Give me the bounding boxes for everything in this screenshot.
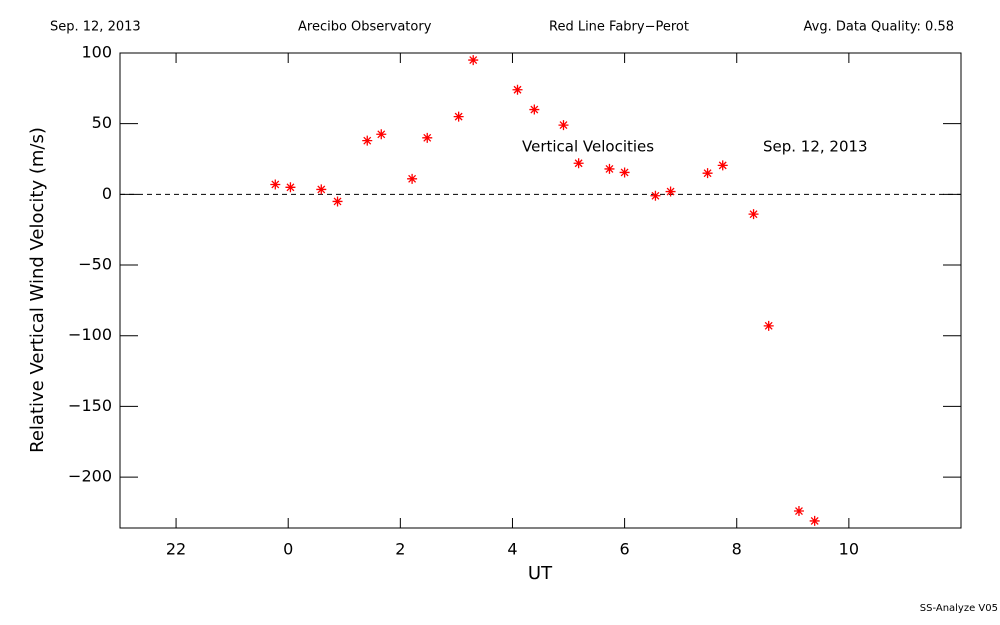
data-point (748, 209, 759, 220)
x-tick-label: 6 (620, 540, 630, 559)
data-point (558, 120, 569, 131)
y-tick-label: −100 (68, 325, 112, 344)
data-point (793, 506, 804, 517)
data-point (332, 196, 343, 207)
annotation: Vertical Velocities (522, 138, 654, 156)
y-axis-label: Relative Vertical Wind Velocity (m/s) (27, 127, 48, 453)
data-point (650, 190, 661, 201)
footer: SS-Analyze V05 (920, 603, 998, 614)
data-point (316, 184, 327, 195)
header-date: Sep. 12, 2013 (50, 20, 141, 35)
data-point (763, 320, 774, 331)
header-site: Arecibo Observatory (298, 20, 432, 35)
data-point (270, 179, 281, 190)
data-point (604, 163, 615, 174)
data-point (362, 135, 373, 146)
x-tick-label: 2 (395, 540, 405, 559)
data-point (809, 515, 820, 526)
y-tick-label: −200 (68, 467, 112, 486)
x-tick-label: 0 (283, 540, 293, 559)
data-point (407, 173, 418, 184)
data-point (717, 160, 728, 171)
y-tick-label: −50 (78, 255, 112, 274)
header-instrument: Red Line Fabry−Perot (549, 20, 689, 35)
x-tick-label: 22 (166, 540, 186, 559)
data-point (665, 186, 676, 197)
data-point (702, 168, 713, 179)
y-tick-label: 0 (102, 184, 112, 203)
data-point (453, 111, 464, 122)
header-quality: Avg. Data Quality: 0.58 (804, 20, 954, 35)
x-tick-label: 8 (732, 540, 742, 559)
annotation: Sep. 12, 2013 (763, 138, 868, 156)
data-point (376, 129, 387, 140)
y-tick-label: 50 (92, 113, 112, 132)
y-tick-label: −150 (68, 396, 112, 415)
data-point (619, 167, 630, 178)
x-tick-label: 4 (507, 540, 517, 559)
data-point (512, 84, 523, 95)
x-axis-label: UT (528, 563, 553, 584)
data-point (422, 132, 433, 143)
data-point (573, 158, 584, 169)
data-point (285, 182, 296, 193)
y-tick-label: 100 (81, 43, 112, 62)
plot-frame (119, 52, 962, 529)
data-point (468, 55, 479, 66)
data-point (529, 104, 540, 115)
x-tick-label: 10 (839, 540, 859, 559)
